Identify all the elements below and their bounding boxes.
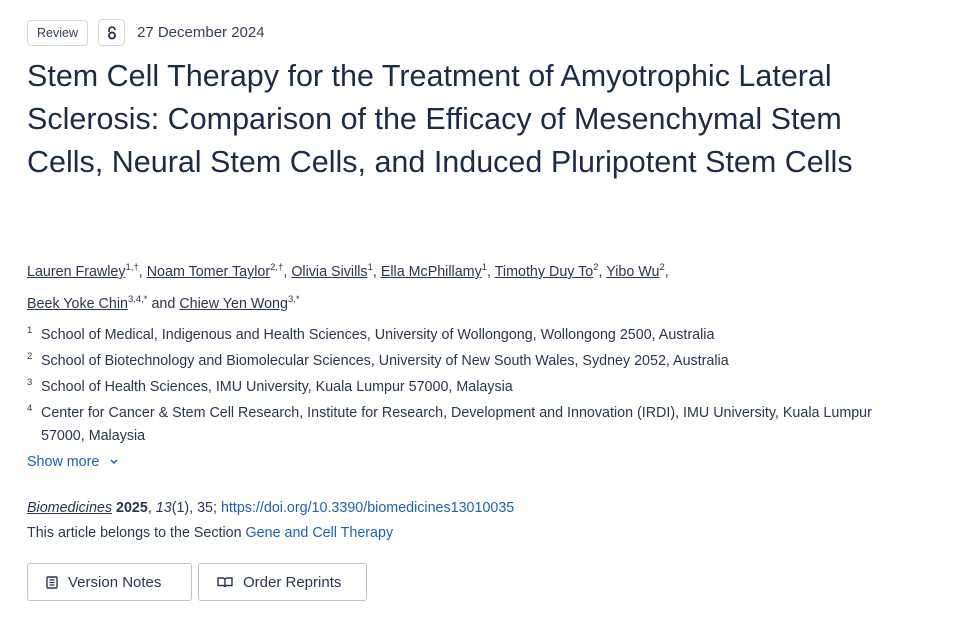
author-link[interactable]: Noam Tomer Taylor [146, 263, 271, 280]
author-link[interactable]: Ella McPhillamy [380, 263, 482, 280]
author-link[interactable]: Chiew Yen Wong [179, 295, 288, 312]
show-more-button[interactable]: Show more [27, 454, 119, 470]
version-notes-button[interactable]: Version Notes [27, 563, 192, 601]
affiliation-item: 3 School of Health Sciences, IMU Universi… [27, 377, 513, 395]
citation: Biomedicines 2025, 13(1), 35; https://do… [27, 500, 515, 541]
author-link[interactable]: Timothy Duy To [494, 263, 594, 280]
chevron-down-icon [110, 459, 118, 465]
affiliation-item: 1 School of Medical, Indigenous and Healt… [27, 325, 715, 343]
publication-date: 27 December 2024 [137, 24, 265, 41]
article-meta: Review 27 December 2024 [27, 19, 265, 46]
book-open-icon [217, 577, 233, 588]
author-link[interactable]: Yibo Wu [606, 263, 660, 280]
citation-issue: (1), 35; [171, 500, 221, 516]
author-list: Lauren Frawley1,†, Noam Tomer Taylor2,†,… [27, 262, 669, 312]
citation-year: 2025 [116, 500, 148, 516]
order-reprints-button[interactable]: Order Reprints [198, 563, 367, 601]
author-link[interactable]: Lauren Frawley [27, 263, 126, 280]
citation-volume: 13 [155, 500, 172, 516]
affiliations: 1 School of Medical, Indigenous and Healt… [27, 324, 907, 451]
article-type-badge: Review [27, 19, 88, 46]
doi-link[interactable]: https://doi.org/10.3390/biomedicines1301… [220, 500, 515, 516]
author-link[interactable]: Beek Yoke Chin [27, 295, 128, 312]
journal-link[interactable]: Biomedicines [27, 500, 113, 516]
section-link[interactable]: Gene and Cell Therapy [245, 525, 394, 541]
and-text: and [151, 295, 176, 312]
open-access-icon [98, 19, 125, 46]
section-prefix: This article belongs to the Section [27, 525, 246, 541]
document-icon [46, 575, 58, 589]
affiliation-item: 4 Center for Cancer & Stem Cell Research,… [27, 403, 872, 444]
article-title: Stem Cell Therapy for the Treatment of A… [27, 59, 853, 179]
affiliation-item: 2 School of Biotechnology and Biomolecula… [27, 351, 729, 369]
author-link[interactable]: Olivia Sivills [291, 263, 368, 280]
